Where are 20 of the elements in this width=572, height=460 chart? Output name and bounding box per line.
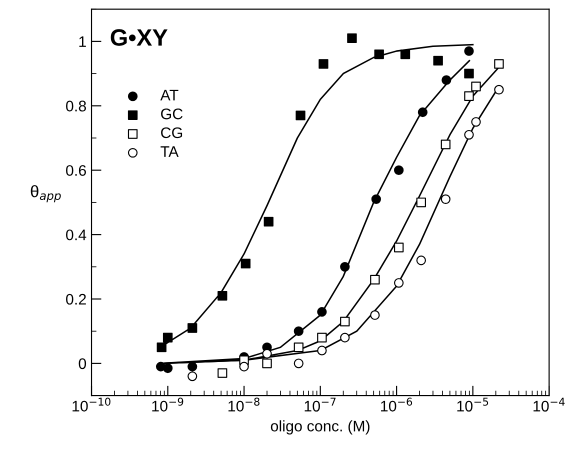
y-tick-label: 0.8: [66, 100, 86, 112]
x-tick-label: 10$^{−7}$: [304, 398, 336, 412]
x-axis-title: oligo conc. (M): [270, 420, 370, 434]
legend-label: TA: [160, 146, 179, 157]
legend-label: CG: [161, 127, 182, 138]
text: G•XY: [110, 29, 168, 46]
x-tick-label: 10$^{−5}$: [457, 398, 488, 412]
x-tick-label: 10$^{−4}$: [534, 398, 565, 412]
y-axis-title: θ$_{app}$: [30, 185, 61, 202]
x-tick-label: 10$^{−10}$: [72, 398, 110, 412]
y-tick-label: 0.4: [66, 229, 86, 240]
y-tick-label: 0.2: [66, 294, 86, 305]
y-tick-label: 0.6: [66, 165, 86, 176]
y-tick-label: 0: [78, 358, 86, 370]
y-tick-label: 1: [79, 36, 86, 47]
legend-label: GC: [161, 108, 183, 120]
x-tick-label: 10$^{−8}$: [228, 398, 260, 412]
x-tick-label: 10$^{−6}$: [381, 398, 412, 412]
x-tick-label: 10$^{−9}$: [152, 398, 184, 412]
legend-label: AT: [160, 90, 178, 100]
